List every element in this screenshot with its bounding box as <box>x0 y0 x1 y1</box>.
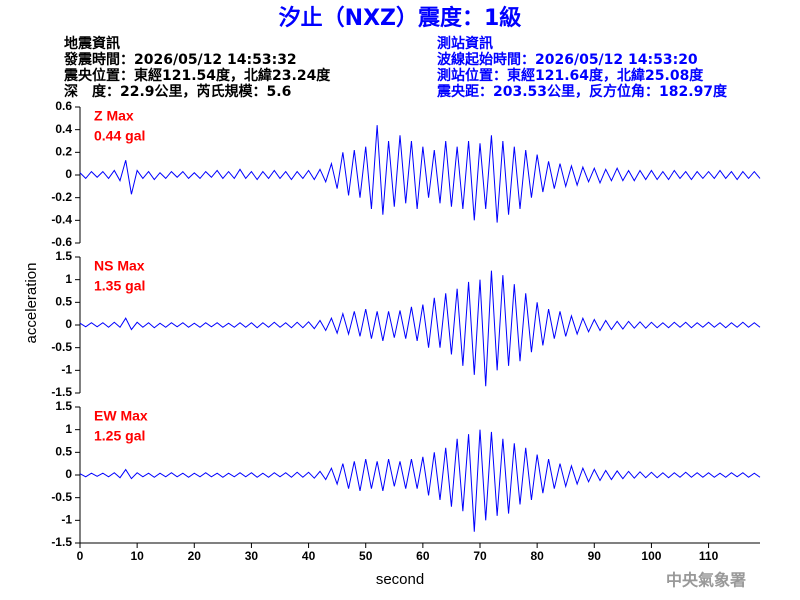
series-max: 0.44 gal <box>94 128 145 144</box>
x-tick-label: 70 <box>473 549 487 563</box>
info-line: 發震時間：2026/05/12 14:53:32 <box>63 51 297 68</box>
series-max: 1.35 gal <box>94 278 145 294</box>
info-line: 測站資訊 <box>437 35 493 52</box>
y-tick-label: 0 <box>65 167 72 181</box>
x-tick-label: 20 <box>188 549 202 563</box>
y-tick-label: -1 <box>61 513 72 527</box>
y-tick-label: -0.6 <box>51 235 72 249</box>
x-tick-label: 50 <box>359 549 373 563</box>
y-tick-label: 1.5 <box>55 399 72 413</box>
y-tick-label: 1 <box>65 422 72 436</box>
y-tick-label: -1 <box>61 363 72 377</box>
x-axis-label: second <box>376 571 424 588</box>
series-label: Z Max <box>94 108 134 124</box>
x-tick-label: 100 <box>641 549 661 563</box>
y-tick-label: -0.5 <box>51 490 72 504</box>
y-tick-label: -1.5 <box>51 535 72 549</box>
y-tick-label: -0.4 <box>51 213 72 227</box>
y-tick-label: -0.5 <box>51 340 72 354</box>
info-line: 震央位置：東經121.54度，北緯23.24度 <box>63 67 331 84</box>
y-tick-label: -0.2 <box>51 190 72 204</box>
waveform <box>79 270 761 387</box>
y-tick-label: -1.5 <box>51 385 72 399</box>
y-tick-label: 0.5 <box>55 445 72 459</box>
x-tick-label: 30 <box>245 549 259 563</box>
series-label: EW Max <box>94 408 148 424</box>
waveform <box>79 429 761 532</box>
info-line: 深 度：22.9公里，芮氏規模：5.6 <box>64 83 291 100</box>
y-tick-label: 1.5 <box>55 249 72 263</box>
y-tick-label: 0.2 <box>55 145 72 159</box>
series-label: NS Max <box>94 258 145 274</box>
info-line: 測站位置：東經121.64度，北緯25.08度 <box>437 67 704 84</box>
series-max: 1.25 gal <box>94 428 145 444</box>
x-tick-label: 80 <box>530 549 544 563</box>
chart-title: 汐止（NXZ）震度：1級 <box>279 5 522 31</box>
x-tick-label: 110 <box>699 549 719 563</box>
x-tick-label: 90 <box>588 549 602 563</box>
footer: 中央氣象署 <box>666 571 746 590</box>
waveform <box>79 125 761 223</box>
x-tick-label: 10 <box>130 549 144 563</box>
info-line: 地震資訊 <box>64 35 120 52</box>
y-tick-label: 0 <box>65 317 72 331</box>
info-line: 波線起始時間：2026/05/12 14:53:20 <box>437 51 698 68</box>
y-tick-label: 0 <box>65 467 72 481</box>
y-tick-label: 0.5 <box>55 295 72 309</box>
y-axis-label: acceleration <box>23 263 40 344</box>
y-tick-label: 0.6 <box>55 99 72 113</box>
info-line: 震央距：203.53公里，反方位角：182.97度 <box>436 83 728 100</box>
y-tick-label: 1 <box>65 272 72 286</box>
x-tick-label: 60 <box>416 549 430 563</box>
x-tick-label: 40 <box>302 549 316 563</box>
y-tick-label: 0.4 <box>55 122 72 136</box>
x-tick-label: 0 <box>77 549 84 563</box>
